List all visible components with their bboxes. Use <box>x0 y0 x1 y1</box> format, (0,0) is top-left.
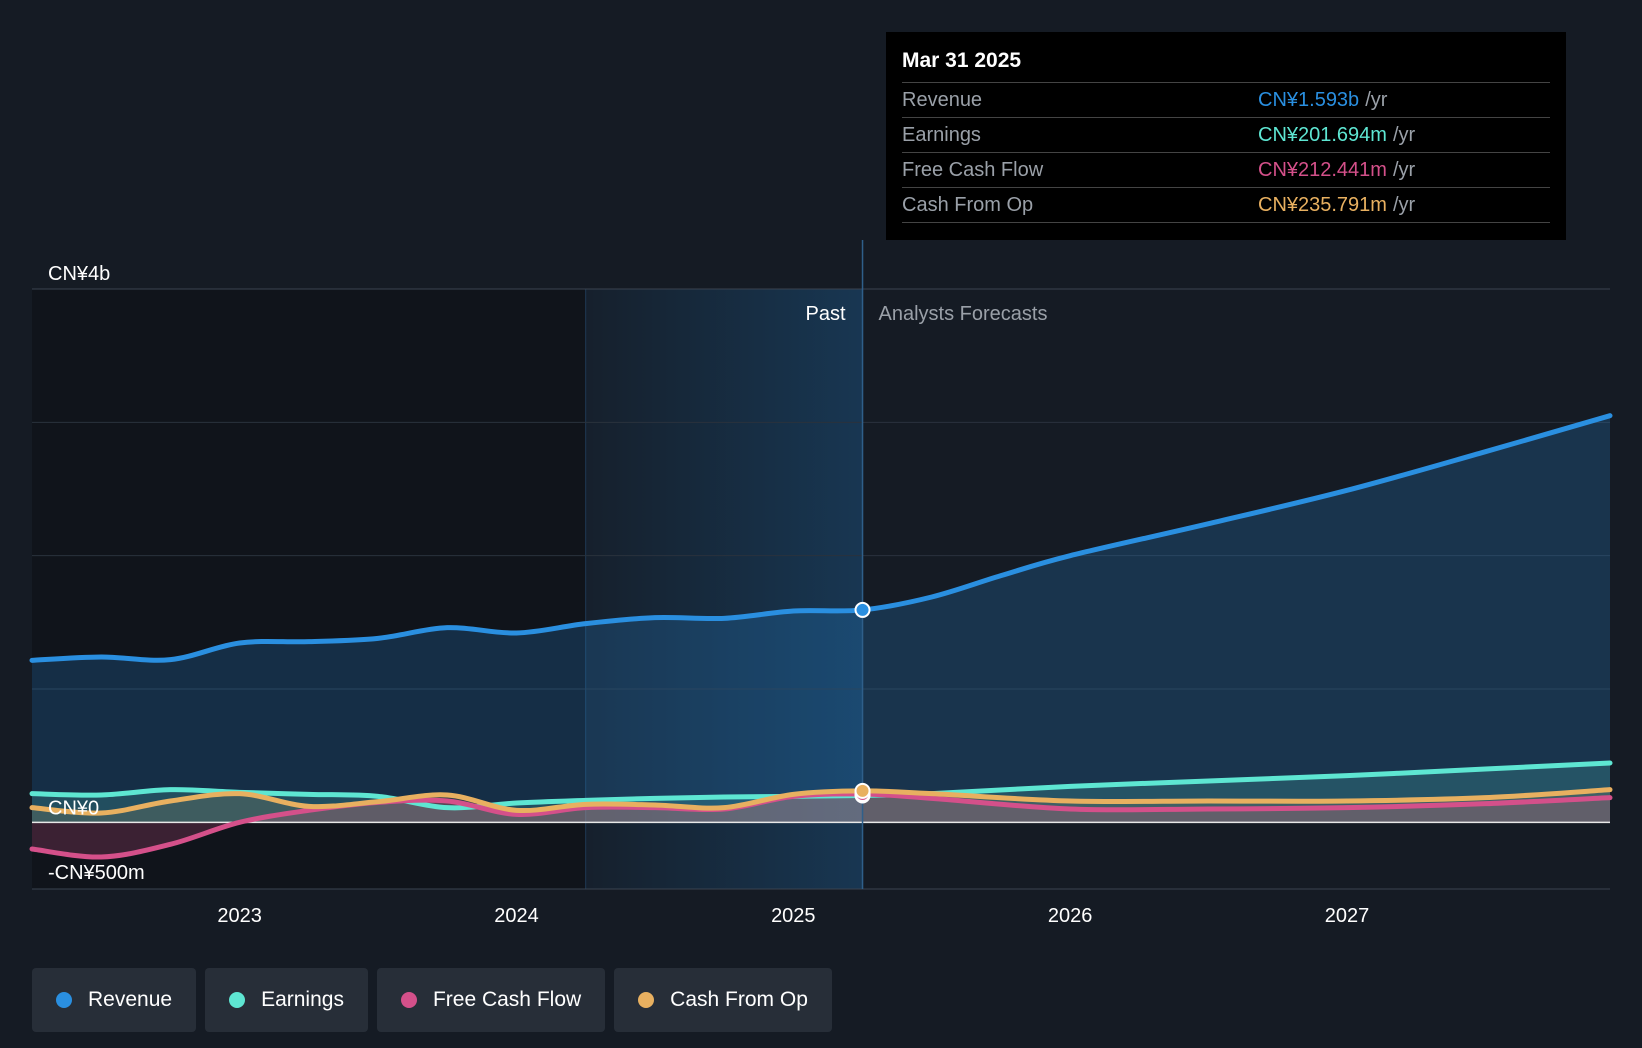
earnings-dot-icon <box>229 992 246 1008</box>
tooltip-date: Mar 31 2025 <box>902 46 1550 83</box>
legend-label: Revenue <box>88 988 173 1011</box>
legend-label: Cash From Op <box>670 988 808 1011</box>
tooltip-row-cash-from-op: Cash From Op CN¥235.791m /yr <box>902 188 1550 223</box>
legend-item-cash-from-op[interactable]: Cash From Op <box>614 968 832 1032</box>
tooltip-value: CN¥201.694m <box>1258 124 1387 146</box>
legend-item-revenue[interactable]: Revenue <box>32 968 197 1032</box>
tooltip-row-free-cash-flow: Free Cash Flow CN¥212.441m /yr <box>902 153 1550 188</box>
revenue-marker <box>854 601 871 618</box>
tooltip-value: CN¥1.593b <box>1258 89 1360 111</box>
tooltip-unit: /yr <box>1392 159 1416 181</box>
y-tick-label: CN¥4b <box>48 263 110 285</box>
y-tick-label: CN¥0 <box>48 797 99 819</box>
x-tick-label: 2024 <box>494 905 539 927</box>
cash-from-op-marker <box>854 782 871 799</box>
x-tick-label: 2026 <box>1048 905 1093 927</box>
tooltip-unit: /yr <box>1392 194 1416 216</box>
free-cash-flow-dot-icon <box>400 992 417 1008</box>
x-tick-label: 2023 <box>217 905 262 927</box>
tooltip-label: Revenue <box>902 89 983 111</box>
revenue-line <box>29 413 1613 663</box>
x-tick-label: 2027 <box>1325 905 1370 927</box>
cash-from-op-line <box>29 787 1613 816</box>
tooltip-unit: /yr <box>1392 124 1416 146</box>
legend-item-earnings[interactable]: Earnings <box>205 968 368 1032</box>
tooltip-row-revenue: Revenue CN¥1.593b /yr <box>902 83 1550 118</box>
chart: CN¥4b CN¥0 -CN¥500m 2023 2024 2025 2026 2027 Pas… <box>29 240 1613 927</box>
cash-from-op-dot-icon <box>638 992 655 1008</box>
past-highlight-band <box>585 289 863 889</box>
y-tick-label: -CN¥500m <box>48 862 145 884</box>
revenue-dot-icon <box>56 992 72 1008</box>
tooltip-unit: /yr <box>1365 89 1388 111</box>
legend: Revenue Earnings Free Cash Flow Cash Fro… <box>32 968 832 1032</box>
tooltip-label: Earnings <box>902 124 981 146</box>
tooltip-value: CN¥212.441m <box>1258 159 1387 181</box>
x-tick-label: 2025 <box>771 905 816 927</box>
legend-label: Free Cash Flow <box>432 988 582 1011</box>
revenue-area <box>32 415 1610 823</box>
tooltip: Mar 31 2025 Revenue CN¥1.593b /yr Earnin… <box>886 32 1566 240</box>
forecast-label: Analysts Forecasts <box>879 303 1048 325</box>
tooltip-label: Free Cash Flow <box>902 159 1044 181</box>
legend-item-free-cash-flow[interactable]: Free Cash Flow <box>376 968 606 1032</box>
legend-label: Earnings <box>261 988 344 1011</box>
past-background <box>32 289 586 889</box>
tooltip-row-earnings: Earnings CN¥201.694m /yr <box>902 118 1550 153</box>
tooltip-value: CN¥235.791m <box>1258 194 1387 216</box>
tooltip-label: Cash From Op <box>902 194 1034 216</box>
past-label: Past <box>805 303 845 325</box>
